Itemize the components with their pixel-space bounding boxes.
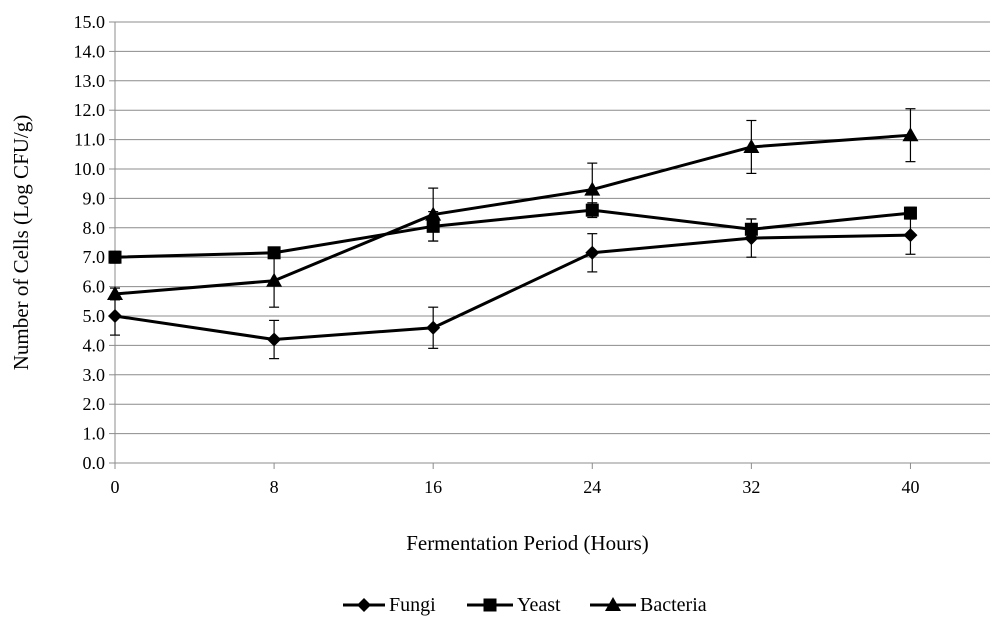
x-tick-label: 32 [742, 477, 760, 497]
legend-item-fungi: Fungi [343, 594, 436, 616]
y-tick-label: 1.0 [83, 424, 106, 444]
fungi-line [114, 233, 911, 342]
series-bacteria [107, 108, 919, 308]
fungi-point [426, 320, 441, 335]
bacteria-point [743, 138, 760, 153]
legend-marker [605, 597, 621, 611]
y-tick-label: 10.0 [74, 159, 106, 179]
bacteria-line [114, 133, 911, 296]
fungi-point [585, 245, 600, 260]
y-tick-label: 11.0 [74, 130, 105, 150]
bacteria-point [902, 127, 919, 142]
fungi-point [108, 309, 122, 323]
bacteria-point [107, 285, 123, 300]
yeast-line [114, 208, 911, 259]
y-tick-label: 4.0 [83, 335, 106, 355]
y-tick-label: 15.0 [74, 12, 106, 32]
yeast-point [108, 250, 122, 264]
x-tick-labels: 0 8 16 24 32 40 [111, 463, 919, 497]
y-tick-label: 13.0 [74, 71, 106, 91]
legend-marker [357, 598, 371, 612]
y-tick-labels: 0.0 1.0 2.0 3.0 4.0 5.0 6.0 7.0 8.0 9.0 10.0 11.0 12… [74, 12, 115, 473]
legend-marker [483, 598, 497, 612]
bacteria-point [425, 206, 442, 221]
x-tick-label: 0 [111, 477, 120, 497]
yeast-point [744, 222, 758, 236]
legend-label: Bacteria [640, 594, 707, 616]
y-tick-label: 14.0 [74, 41, 106, 61]
fungi-point [903, 228, 918, 243]
series-yeast [108, 202, 917, 264]
y-tick-label: 0.0 [83, 453, 106, 473]
y-tick-label: 12.0 [74, 100, 106, 120]
y-axis-title: Number of Cells (Log CFU/g) [9, 115, 33, 370]
y-tick-label: 9.0 [83, 188, 106, 208]
bacteria-point [584, 181, 601, 196]
x-axis-title: Fermentation Period (Hours) [406, 531, 649, 555]
axes [114, 22, 990, 464]
legend-label: Fungi [389, 594, 436, 616]
yeast-point [267, 246, 281, 260]
series [107, 108, 919, 360]
legend-item-yeast: Yeast [467, 594, 561, 616]
y-tick-label: 6.0 [83, 277, 106, 297]
gridlines [115, 21, 990, 435]
y-tick-label: 8.0 [83, 218, 106, 238]
y-tick-label: 5.0 [83, 306, 106, 326]
legend-item-bacteria: Bacteria [590, 594, 707, 616]
y-tick-label: 3.0 [83, 365, 106, 385]
series-fungi [108, 215, 918, 360]
x-tick-label: 40 [901, 477, 919, 497]
legend: Fungi Yeast Bacteria [343, 594, 707, 616]
y-tick-label: 2.0 [83, 394, 106, 414]
y-tick-label: 7.0 [83, 247, 106, 267]
fungi-point [267, 332, 282, 347]
x-tick-label: 16 [424, 477, 442, 497]
x-tick-label: 8 [270, 477, 279, 497]
x-tick-label: 24 [583, 477, 601, 497]
bacteria-point [266, 272, 283, 287]
legend-label: Yeast [517, 594, 561, 616]
yeast-point [903, 206, 917, 220]
